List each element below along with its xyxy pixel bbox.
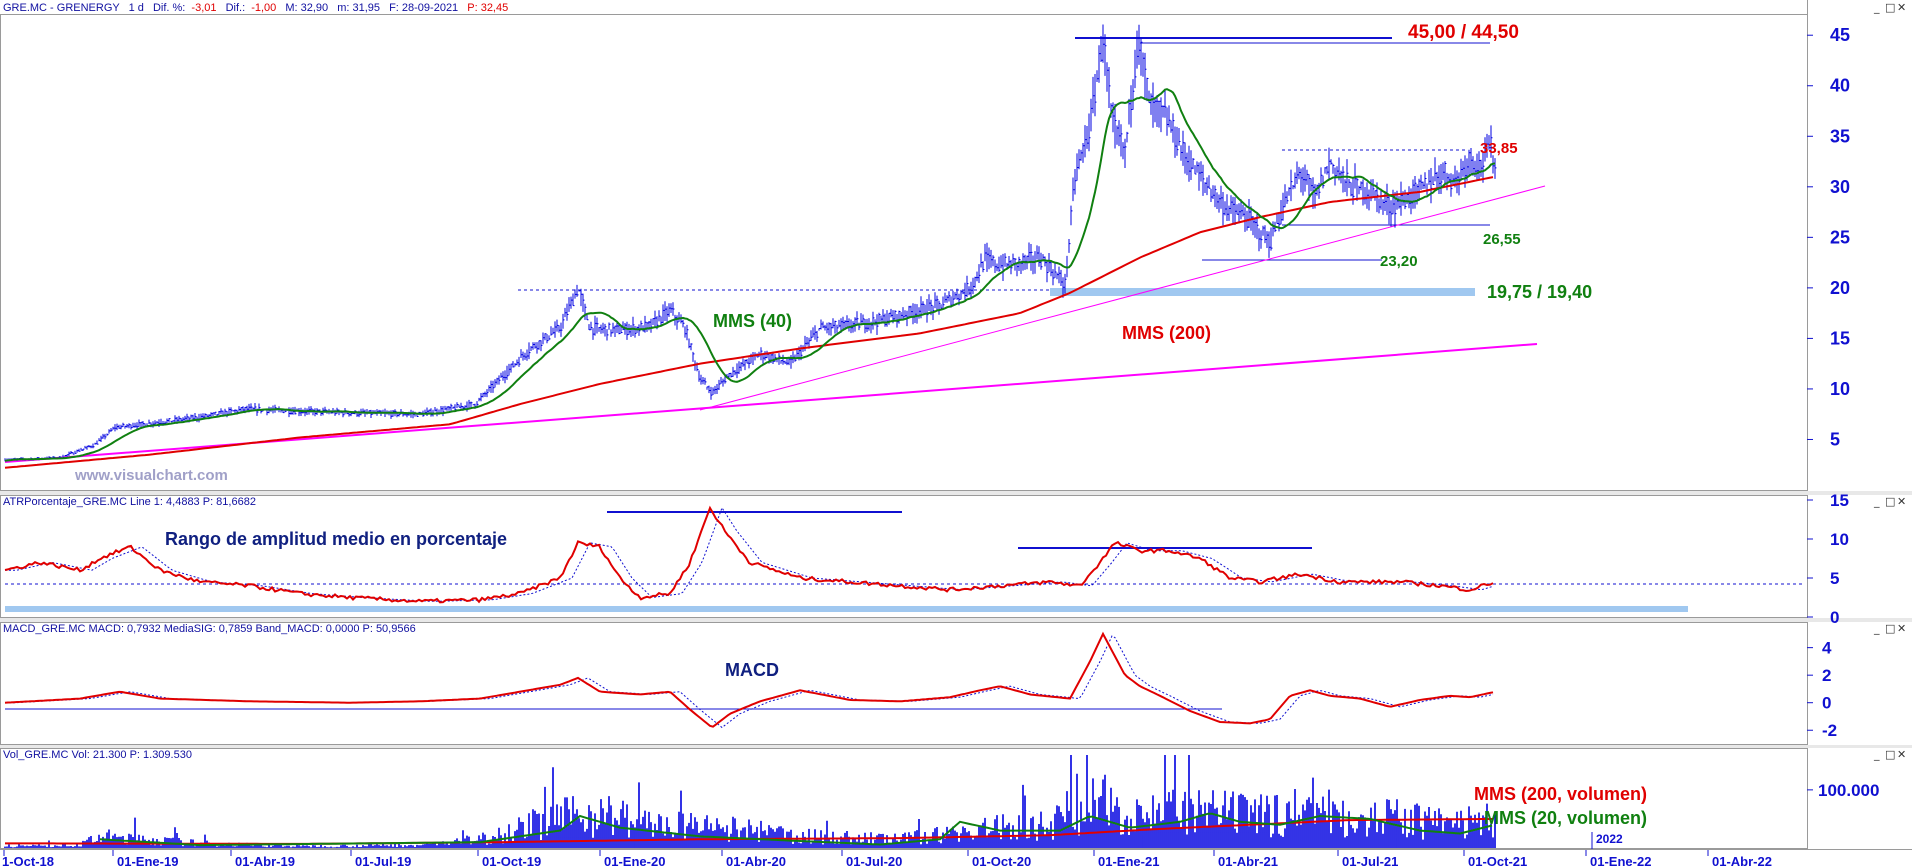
volume-bars — [4, 755, 1496, 848]
price-tick-label: 30 — [1830, 177, 1850, 197]
macd-axis: -2 0 2 4 — [1807, 639, 1837, 740]
atr-panel-header: ATRPorcentaje_GRE.MC Line 1: 4,4883 P: 8… — [3, 496, 256, 508]
price-tick-label: 15 — [1830, 328, 1850, 348]
volume-panel: Vol_GRE.MC Vol: 21.300 P: 1.309.530 MMS … — [3, 749, 1879, 849]
volume-bar-series — [4, 755, 1496, 848]
close-icon[interactable]: ✕ — [1897, 495, 1906, 508]
macd-line — [4, 631, 1494, 728]
annotation-vol-mms20: MMS (20, volumen) — [1484, 808, 1647, 828]
minimize-icon[interactable]: _ — [1873, 1, 1880, 14]
annotation-resistance-top: 45,00 / 44,50 — [1408, 22, 1519, 43]
ohlc-bars — [4, 24, 1497, 462]
atr-signal-line — [5, 506, 1494, 602]
date-tick-label: 01-Ene-22 — [1590, 854, 1651, 867]
date-tick-label: 1-Oct-18 — [2, 854, 54, 867]
price-tick-label: 40 — [1830, 76, 1850, 96]
trendline-short — [699, 185, 1546, 411]
atr-line — [4, 505, 1494, 604]
restore-icon[interactable]: □ — [1885, 748, 1895, 761]
atr-tick-label: 10 — [1830, 530, 1849, 549]
date-tick-label: 01-Abr-20 — [726, 854, 786, 867]
macd-signal-line — [5, 635, 1494, 729]
date-tick-label: 01-Jul-19 — [355, 854, 411, 867]
minimize-icon[interactable]: _ — [1873, 495, 1880, 508]
date-axis: 1-Oct-18 01-Ene-19 01-Abr-19 01-Jul-19 01-Oc… — [2, 850, 1772, 867]
atr-axis: 0 5 10 15 — [1807, 491, 1849, 627]
price-panel: 45,00 / 44,50 33,85 26,55 23,20 19,75 / … — [4, 22, 1850, 484]
atr-panel-window-buttons[interactable]: _ □ ✕ — [1873, 495, 1906, 508]
volume-axis: 100.000 — [1807, 781, 1879, 800]
date-tick-label: 01-Oct-20 — [972, 854, 1031, 867]
year-2022-label: 2022 — [1596, 832, 1623, 846]
date-tick-label: 01-Oct-21 — [1468, 854, 1527, 867]
annotation-mms40: MMS (40) — [713, 311, 792, 331]
date-tick-label: 01-Ene-19 — [117, 854, 178, 867]
close-icon[interactable]: ✕ — [1897, 1, 1906, 14]
macd-tick-label: 0 — [1822, 694, 1831, 713]
close-icon[interactable]: ✕ — [1897, 622, 1906, 635]
annotation-mms200: MMS (200) — [1122, 323, 1211, 343]
atr-panel: ATRPorcentaje_GRE.MC Line 1: 4,4883 P: 8… — [3, 491, 1849, 627]
annotation-level-2320: 23,20 — [1380, 253, 1418, 270]
watermark: www.visualchart.com — [74, 467, 228, 484]
price-bars — [4, 24, 1497, 462]
date-tick-label: 01-Oct-19 — [482, 854, 541, 867]
date-tick-label: 01-Ene-21 — [1098, 854, 1159, 867]
annotation-support-zone: 19,75 / 19,40 — [1487, 282, 1592, 302]
restore-icon[interactable]: □ — [1885, 622, 1895, 635]
macd-panel: MACD_GRE.MC MACD: 0,7932 MediaSIG: 0,785… — [3, 623, 1837, 740]
restore-icon[interactable]: □ — [1885, 1, 1895, 14]
volume-tick-label: 100.000 — [1818, 781, 1879, 800]
price-panel-window-buttons[interactable]: _ □ ✕ — [1873, 1, 1906, 14]
date-tick-label: 01-Abr-19 — [235, 854, 295, 867]
volume-panel-header: Vol_GRE.MC Vol: 21.300 P: 1.309.530 — [3, 749, 192, 761]
date-tick-label: 01-Abr-22 — [1712, 854, 1772, 867]
mms200-line — [4, 176, 1494, 469]
panel-separators — [0, 491, 1912, 748]
price-tick-label: 10 — [1830, 379, 1850, 399]
date-tick-label: 01-Jul-20 — [846, 854, 902, 867]
macd-caption: MACD — [725, 660, 779, 680]
minimize-icon[interactable]: _ — [1873, 622, 1880, 635]
macd-panel-window-buttons[interactable]: _ □ ✕ — [1873, 622, 1906, 635]
close-icon[interactable]: ✕ — [1897, 748, 1906, 761]
volume-mms20-line — [99, 812, 1493, 847]
support-band — [1050, 288, 1475, 296]
atr-base-band — [5, 606, 1688, 612]
price-tick-label: 35 — [1830, 126, 1850, 146]
price-tick-label: 5 — [1830, 429, 1840, 449]
price-axis: 5 10 15 20 25 30 35 40 45 — [1807, 25, 1850, 449]
macd-panel-header: MACD_GRE.MC MACD: 0,7932 MediaSIG: 0,785… — [3, 623, 416, 635]
price-tick-label: 45 — [1830, 25, 1850, 45]
macd-tick-label: 2 — [1822, 666, 1831, 685]
price-panel-header: GRE.MC - GRENERGY 1 d Dif. %: -3,01 Dif.… — [3, 2, 508, 14]
atr-tick-label: 5 — [1830, 569, 1839, 588]
price-tick-label: 25 — [1830, 227, 1850, 247]
price-tick-label: 20 — [1830, 278, 1850, 298]
macd-tick-label: 4 — [1822, 639, 1832, 658]
atr-caption: Rango de amplitud medio en porcentaje — [165, 529, 507, 549]
vol-panel-window-buttons[interactable]: _ □ ✕ — [1873, 748, 1906, 761]
atr-tick-label: 0 — [1830, 608, 1839, 627]
annotation-vol-mms200: MMS (200, volumen) — [1474, 784, 1647, 804]
annotation-level-3385: 33,85 — [1480, 140, 1518, 157]
annotation-level-2655: 26,55 — [1483, 231, 1521, 248]
date-tick-label: 01-Jul-21 — [1342, 854, 1398, 867]
date-tick-label: 01-Abr-21 — [1218, 854, 1278, 867]
mms40-line — [4, 88, 1496, 462]
macd-tick-label: -2 — [1822, 721, 1837, 740]
date-tick-label: 01-Ene-20 — [604, 854, 665, 867]
restore-icon[interactable]: □ — [1885, 495, 1895, 508]
minimize-icon[interactable]: _ — [1873, 748, 1880, 761]
atr-tick-label: 15 — [1830, 491, 1849, 510]
